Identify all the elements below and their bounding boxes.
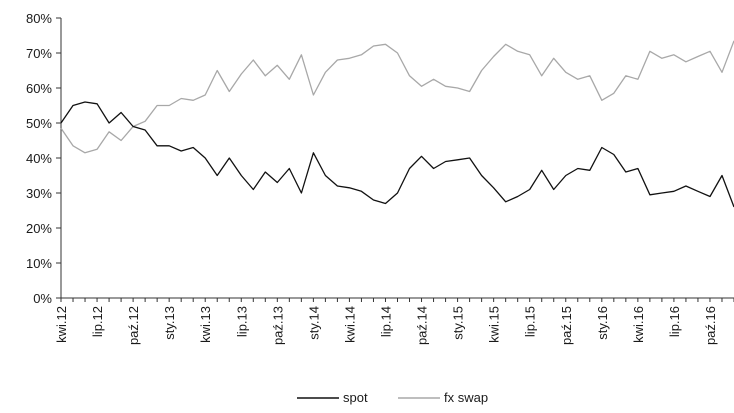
x-axis: kwi.12 lip.12 paź.12 sty.13 kwi.13 lip.13 paź.… [54, 297, 734, 345]
series-line-fx-swap [60, 40, 734, 154]
x-tick-label: kwi.16 [631, 306, 646, 343]
y-tick-label: 70% [26, 46, 52, 61]
x-tick-label: sty.14 [306, 306, 321, 340]
x-tick-label: lip.14 [378, 306, 393, 337]
legend: spot fx swap [297, 390, 488, 405]
x-tick-label: kwi.15 [487, 306, 502, 343]
x-tick-label: kwi.13 [198, 306, 213, 343]
x-tick-label: lip.16 [667, 306, 682, 337]
y-tick-label: 10% [26, 256, 52, 271]
x-tick-label: paź.16 [703, 306, 718, 345]
x-tick-label: sty.13 [162, 306, 177, 340]
y-tick-label: 60% [26, 81, 52, 96]
series-lines [60, 40, 734, 208]
y-tick-label: 30% [26, 186, 52, 201]
y-axis: 0% 10% 20% 30% 40% 50% 60% 70% 80% [26, 11, 62, 306]
y-tick-label: 40% [26, 151, 52, 166]
x-tick-label: kwi.14 [342, 306, 357, 343]
x-tick-label: paź.14 [415, 306, 430, 345]
x-tick-label: sty.16 [595, 306, 610, 340]
legend-label-fx-swap: fx swap [444, 390, 488, 405]
x-tick-label: paź.15 [559, 306, 574, 345]
y-tick-label: 0% [33, 291, 52, 306]
series-line-spot [60, 101, 734, 208]
x-tick-label: lip.13 [234, 306, 249, 337]
x-tick-label: kwi.12 [54, 306, 69, 343]
x-tick-label: lip.15 [523, 306, 538, 337]
y-tick-label: 80% [26, 11, 52, 26]
y-tick-label: 20% [26, 221, 52, 236]
y-tick-label: 50% [26, 116, 52, 131]
x-tick-label: paź.12 [126, 306, 141, 345]
legend-label-spot: spot [343, 390, 368, 405]
x-tick-label: paź.13 [270, 306, 285, 345]
x-tick-label: sty.15 [451, 306, 466, 340]
x-tick-label: lip.12 [90, 306, 105, 337]
